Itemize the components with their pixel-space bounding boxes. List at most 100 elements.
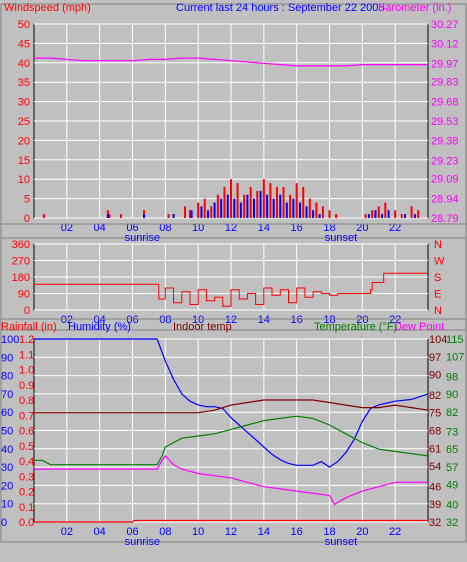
windspeed-bar — [197, 202, 200, 218]
humidity-y-tick: 100 — [1, 334, 19, 346]
gust-bar — [207, 210, 210, 218]
gust-bar — [272, 198, 275, 218]
windspeed-bar — [188, 210, 191, 218]
gust-bar — [387, 210, 390, 218]
gust-bar — [106, 214, 109, 218]
humidity-y-tick: 20 — [1, 480, 13, 492]
humidity-line — [34, 338, 429, 468]
rainfall-y-tick: 0.2 — [19, 487, 34, 499]
windspeed-bar — [243, 194, 246, 218]
direction-panel-x-tick: 02 — [61, 314, 73, 326]
windspeed-y-tick: 35 — [18, 77, 30, 89]
direction-panel-x-tick: 18 — [323, 314, 335, 326]
windspeed-bar — [315, 202, 318, 218]
humidity-y-tick: 40 — [1, 444, 13, 456]
temperature-y-tick: 98 — [446, 371, 458, 383]
temp-panel-x-tick: 22 — [389, 526, 401, 538]
rainfall-y-tick: 1.0 — [19, 365, 34, 377]
rainfall-y-tick: 0.6 — [19, 426, 34, 438]
barometer-axis-label: Barometer (in.) — [378, 2, 451, 14]
windspeed-bar — [216, 194, 219, 218]
wind-panel-x-tick: 22 — [389, 222, 401, 234]
windspeed-bar — [203, 198, 206, 218]
temperature-y-tick: 49 — [446, 480, 458, 492]
rainfall-y-tick: 1.1 — [19, 349, 34, 361]
humidity-y-tick: 30 — [1, 462, 13, 474]
wind-panel-x-tick: 14 — [258, 222, 270, 234]
compass-y-tick: N — [434, 239, 442, 251]
gust-bar — [239, 202, 242, 218]
indoor-y-tick: 39 — [429, 499, 441, 511]
indoor-y-tick: 82 — [429, 390, 441, 402]
wind-panel-x-tick: 02 — [61, 222, 73, 234]
humidity-y-tick: 50 — [1, 426, 13, 438]
gust-bar — [381, 214, 384, 218]
wind-panel-x-tick: 16 — [291, 222, 303, 234]
direction-panel-x-tick: 08 — [159, 314, 171, 326]
compass-y-tick: N — [434, 305, 442, 317]
temp-panel-x-tick: 08 — [159, 526, 171, 538]
gust-bar — [246, 194, 249, 218]
sunset-label-1: sunset — [325, 232, 357, 244]
windspeed-y-tick: 25 — [18, 116, 30, 128]
gust-bar — [142, 214, 145, 218]
windspeed-bar — [335, 214, 338, 218]
direction-y-tick: 0 — [24, 305, 30, 317]
sunrise-label-3: sunrise — [125, 536, 160, 548]
windspeed-y-tick: 40 — [18, 58, 30, 70]
temp-panel-x-tick: 06 — [126, 526, 138, 538]
windspeed-bar — [108, 214, 111, 218]
wind-panel-x-tick: 04 — [94, 222, 106, 234]
windspeed-axis-label: Windspeed (mph) — [4, 2, 91, 14]
humidity-y-tick: 80 — [1, 371, 13, 383]
windspeed-bar — [167, 214, 170, 218]
barometer-y-tick: 29.83 — [431, 77, 459, 89]
indoor-y-tick: 54 — [429, 461, 441, 473]
gust-bar — [367, 214, 370, 218]
windspeed-bar — [394, 210, 397, 218]
temperature-y-tick: 65 — [446, 444, 458, 456]
windspeed-y-tick: 0 — [24, 213, 30, 225]
windspeed-bar — [282, 186, 285, 218]
indoor-y-tick: 75 — [429, 408, 441, 420]
dew-point-axis-label: Dew Point — [394, 321, 444, 333]
rainfall-y-tick: 0.4 — [19, 456, 34, 468]
temperature-y-tick: 90 — [446, 389, 458, 401]
indoor-y-tick: 46 — [429, 481, 441, 493]
humidity-axis-label: Humidity (%) — [68, 321, 131, 333]
rainfall-y-tick: 0.1 — [19, 502, 34, 514]
barometer-y-tick: 29.09 — [431, 174, 459, 186]
compass-y-tick: W — [434, 256, 445, 268]
barometer-y-tick: 28.79 — [431, 213, 459, 225]
gust-bar — [404, 214, 407, 218]
windspeed-bar — [384, 202, 387, 218]
temp-panel-x-tick: 16 — [291, 526, 303, 538]
direction-panel-x-tick: 12 — [225, 314, 237, 326]
windspeed-y-tick: 45 — [18, 38, 30, 50]
humidity-y-tick: 10 — [1, 499, 13, 511]
humidity-y-tick: 60 — [1, 407, 13, 419]
indoor-temp-axis-label: Indoor temp — [173, 321, 232, 333]
humidity-y-tick: 70 — [1, 389, 13, 401]
windspeed-bar — [236, 183, 239, 218]
windspeed-y-tick: 15 — [18, 155, 30, 167]
indoor-y-tick: 68 — [429, 426, 441, 438]
temperature-y-tick: 73 — [446, 427, 458, 439]
rainfall-axis-label: Rainfall (in) — [1, 321, 57, 333]
windspeed-bar — [120, 214, 123, 218]
windspeed-bar — [417, 210, 420, 218]
gust-bar — [374, 210, 377, 218]
gust-bar — [172, 214, 175, 218]
temperature-y-tick: 40 — [446, 499, 458, 511]
gust-bar — [298, 202, 301, 218]
indoor-temp-line — [34, 399, 429, 414]
direction-y-tick: 270 — [12, 256, 30, 268]
windspeed-bar — [210, 206, 213, 218]
windspeed-y-tick: 30 — [18, 97, 30, 109]
rainfall-y-tick: 0.5 — [19, 441, 34, 453]
temp-panel-x-tick: 20 — [356, 526, 368, 538]
direction-y-tick: 180 — [12, 272, 30, 284]
gust-bar — [226, 194, 229, 218]
direction-panel-x-tick: 14 — [258, 314, 270, 326]
